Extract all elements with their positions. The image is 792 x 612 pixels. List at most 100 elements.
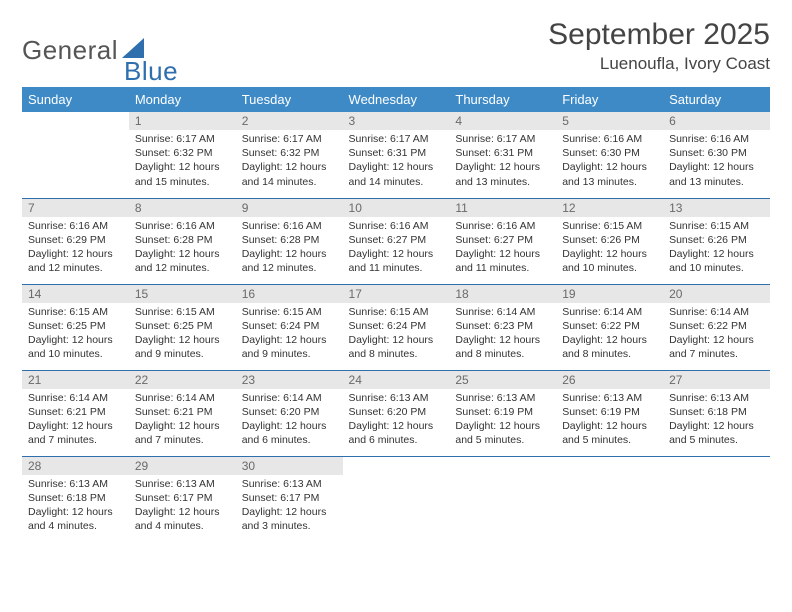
calendar-cell: 19Sunrise: 6:14 AMSunset: 6:22 PMDayligh… (556, 284, 663, 370)
sunset-line: Sunset: 6:19 PM (562, 405, 657, 419)
sunset-line: Sunset: 6:25 PM (135, 319, 230, 333)
daylight-line: Daylight: 12 hours and 4 minutes. (135, 505, 230, 533)
sunset-line: Sunset: 6:26 PM (562, 233, 657, 247)
daylight-line: Daylight: 12 hours and 11 minutes. (455, 247, 550, 275)
sunrise-line: Sunrise: 6:13 AM (669, 391, 764, 405)
sunset-line: Sunset: 6:32 PM (242, 146, 337, 160)
daylight-line: Daylight: 12 hours and 9 minutes. (135, 333, 230, 361)
day-number: 1 (129, 112, 236, 130)
weekday-header: Saturday (663, 87, 770, 112)
calendar-cell: 28Sunrise: 6:13 AMSunset: 6:18 PMDayligh… (22, 456, 129, 542)
day-number: 3 (343, 112, 450, 130)
sunset-line: Sunset: 6:29 PM (28, 233, 123, 247)
day-number: 9 (236, 199, 343, 217)
calendar-cell: 1Sunrise: 6:17 AMSunset: 6:32 PMDaylight… (129, 112, 236, 198)
sunrise-line: Sunrise: 6:15 AM (242, 305, 337, 319)
day-number: 21 (22, 371, 129, 389)
calendar-cell: 2Sunrise: 6:17 AMSunset: 6:32 PMDaylight… (236, 112, 343, 198)
sunrise-line: Sunrise: 6:14 AM (669, 305, 764, 319)
day-body: Sunrise: 6:15 AMSunset: 6:24 PMDaylight:… (236, 303, 343, 366)
daylight-line: Daylight: 12 hours and 13 minutes. (562, 160, 657, 188)
day-number: 17 (343, 285, 450, 303)
day-number: 5 (556, 112, 663, 130)
day-number: 7 (22, 199, 129, 217)
day-body: Sunrise: 6:14 AMSunset: 6:20 PMDaylight:… (236, 389, 343, 452)
daylight-line: Daylight: 12 hours and 14 minutes. (242, 160, 337, 188)
daylight-line: Daylight: 12 hours and 9 minutes. (242, 333, 337, 361)
calendar-cell: 13Sunrise: 6:15 AMSunset: 6:26 PMDayligh… (663, 198, 770, 284)
day-body: Sunrise: 6:17 AMSunset: 6:32 PMDaylight:… (129, 130, 236, 193)
day-number: 13 (663, 199, 770, 217)
daylight-line: Daylight: 12 hours and 7 minutes. (669, 333, 764, 361)
day-number: 27 (663, 371, 770, 389)
daylight-line: Daylight: 12 hours and 6 minutes. (242, 419, 337, 447)
day-number: 8 (129, 199, 236, 217)
day-number: 22 (129, 371, 236, 389)
day-number: 11 (449, 199, 556, 217)
calendar-cell: 15Sunrise: 6:15 AMSunset: 6:25 PMDayligh… (129, 284, 236, 370)
day-body: Sunrise: 6:14 AMSunset: 6:23 PMDaylight:… (449, 303, 556, 366)
calendar-head: SundayMondayTuesdayWednesdayThursdayFrid… (22, 87, 770, 112)
daylight-line: Daylight: 12 hours and 5 minutes. (562, 419, 657, 447)
weekday-header: Friday (556, 87, 663, 112)
daylight-line: Daylight: 12 hours and 13 minutes. (669, 160, 764, 188)
calendar-cell: 5 Sunrise: 6:16 AMSunset: 6:30 PMDaylight… (556, 112, 663, 198)
sunrise-line: Sunrise: 6:16 AM (562, 132, 657, 146)
sunrise-line: Sunrise: 6:17 AM (135, 132, 230, 146)
daylight-line: Daylight: 12 hours and 5 minutes. (455, 419, 550, 447)
sunset-line: Sunset: 6:26 PM (669, 233, 764, 247)
sunrise-line: Sunrise: 6:15 AM (562, 219, 657, 233)
sunrise-line: Sunrise: 6:14 AM (135, 391, 230, 405)
calendar-cell: 29Sunrise: 6:13 AMSunset: 6:17 PMDayligh… (129, 456, 236, 542)
day-body: Sunrise: 6:15 AMSunset: 6:24 PMDaylight:… (343, 303, 450, 366)
calendar-cell: 17Sunrise: 6:15 AMSunset: 6:24 PMDayligh… (343, 284, 450, 370)
day-body: Sunrise: 6:13 AMSunset: 6:17 PMDaylight:… (129, 475, 236, 538)
sunset-line: Sunset: 6:30 PM (562, 146, 657, 160)
sunrise-line: Sunrise: 6:14 AM (562, 305, 657, 319)
sunrise-line: Sunrise: 6:15 AM (349, 305, 444, 319)
sunrise-line: Sunrise: 6:17 AM (349, 132, 444, 146)
sunset-line: Sunset: 6:32 PM (135, 146, 230, 160)
day-body: Sunrise: 6:16 AMSunset: 6:27 PMDaylight:… (449, 217, 556, 280)
weekday-header: Sunday (22, 87, 129, 112)
weekday-header: Wednesday (343, 87, 450, 112)
day-body: Sunrise: 6:17 AMSunset: 6:32 PMDaylight:… (236, 130, 343, 193)
calendar-body: 1Sunrise: 6:17 AMSunset: 6:32 PMDaylight… (22, 112, 770, 542)
sunset-line: Sunset: 6:18 PM (28, 491, 123, 505)
daylight-line: Daylight: 12 hours and 10 minutes. (669, 247, 764, 275)
sunset-line: Sunset: 6:25 PM (28, 319, 123, 333)
calendar-cell: 21Sunrise: 6:14 AMSunset: 6:21 PMDayligh… (22, 370, 129, 456)
day-body: Sunrise: 6:14 AMSunset: 6:22 PMDaylight:… (663, 303, 770, 366)
daylight-line: Daylight: 12 hours and 3 minutes. (242, 505, 337, 533)
daylight-line: Daylight: 12 hours and 8 minutes. (562, 333, 657, 361)
calendar-cell (663, 456, 770, 542)
daylight-line: Daylight: 12 hours and 13 minutes. (455, 160, 550, 188)
calendar-cell: 20Sunrise: 6:14 AMSunset: 6:22 PMDayligh… (663, 284, 770, 370)
daylight-line: Daylight: 12 hours and 10 minutes. (28, 333, 123, 361)
day-number: 30 (236, 457, 343, 475)
sunrise-line: Sunrise: 6:13 AM (562, 391, 657, 405)
weekday-header: Tuesday (236, 87, 343, 112)
weekday-header: Thursday (449, 87, 556, 112)
daylight-line: Daylight: 12 hours and 7 minutes. (135, 419, 230, 447)
sunset-line: Sunset: 6:24 PM (242, 319, 337, 333)
brand-word2: Blue (124, 56, 178, 87)
calendar-cell (343, 456, 450, 542)
daylight-line: Daylight: 12 hours and 10 minutes. (562, 247, 657, 275)
day-number: 18 (449, 285, 556, 303)
sunset-line: Sunset: 6:27 PM (455, 233, 550, 247)
brand-logo: General Blue (22, 18, 180, 77)
day-body: Sunrise: 6:17 AMSunset: 6:31 PMDaylight:… (449, 130, 556, 193)
day-body: Sunrise: 6:14 AMSunset: 6:21 PMDaylight:… (129, 389, 236, 452)
day-number: 29 (129, 457, 236, 475)
day-number: 12 (556, 199, 663, 217)
brand-word1: General (22, 35, 118, 66)
daylight-line: Daylight: 12 hours and 8 minutes. (349, 333, 444, 361)
calendar-cell: 24Sunrise: 6:13 AMSunset: 6:20 PMDayligh… (343, 370, 450, 456)
sunset-line: Sunset: 6:31 PM (349, 146, 444, 160)
sunrise-line: Sunrise: 6:13 AM (242, 477, 337, 491)
sunrise-line: Sunrise: 6:16 AM (135, 219, 230, 233)
calendar-cell: 11Sunrise: 6:16 AMSunset: 6:27 PMDayligh… (449, 198, 556, 284)
weekday-header: Monday (129, 87, 236, 112)
daylight-line: Daylight: 12 hours and 12 minutes. (28, 247, 123, 275)
